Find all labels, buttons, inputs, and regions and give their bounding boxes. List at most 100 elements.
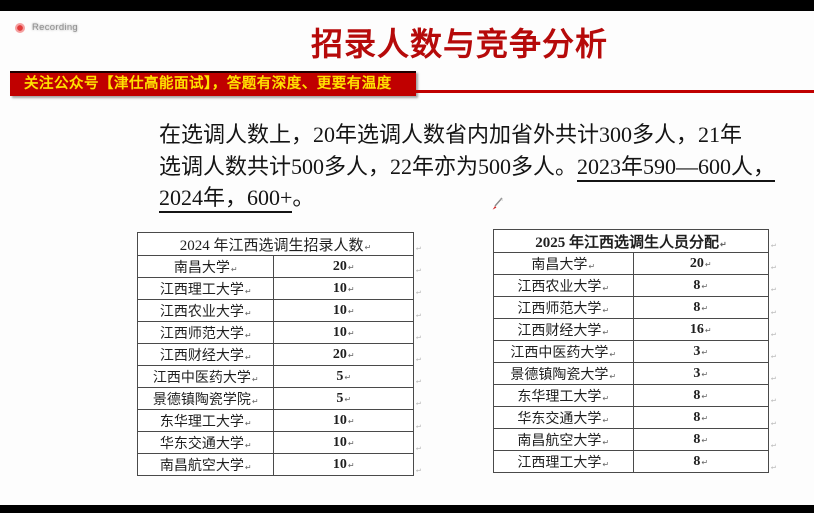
cell-value: 5↵ xyxy=(273,365,414,388)
paragraph-mark: ↵ xyxy=(701,281,709,291)
table-row: 南昌航空大学↵ 10↵ xyxy=(136,453,414,476)
paragraph-line-2: 选调人数共计500多人，22年亦为500多人。2023年590—600人， xyxy=(159,151,776,183)
cell-value: 10↵ xyxy=(273,453,414,476)
row-end-mark: ↵ xyxy=(416,331,421,341)
row-end-mark: ↵ xyxy=(416,265,421,275)
table-header-row: 2024 年江西选调生招录人数↵ xyxy=(137,232,414,256)
paragraph-mark: ↵ xyxy=(251,396,259,406)
cell-value: 10↵ xyxy=(273,431,414,454)
paragraph-mark: ↵ xyxy=(720,239,727,249)
paragraph-mark: ↵ xyxy=(602,437,610,447)
table-2025-allocation: 2025 年江西选调生人员分配↵ 南昌大学↵ 20↵ 江西农业大学↵ 8↵ 江西师范大学… xyxy=(493,229,769,473)
cell-name: 华东交通大学↵ xyxy=(493,406,634,429)
row-end-mark: ↵ xyxy=(771,240,776,249)
table-title: 2025 年江西选调生人员分配↵ xyxy=(493,229,769,253)
paragraph-mark: ↵ xyxy=(230,264,238,274)
row-end-marks: ↵ ↵ ↵ ↵ ↵ ↵ ↵ ↵ ↵ ↵ ↵ xyxy=(416,237,426,481)
table-row: 江西农业大学↵ 10↵ xyxy=(136,299,414,322)
table-row: 东华理工大学↵ 10↵ xyxy=(136,409,414,432)
cell-name: 江西中医药大学↵ xyxy=(136,365,275,388)
row-end-mark: ↵ xyxy=(416,398,421,408)
paragraph-line-3: 2024年，600+。 xyxy=(159,182,775,214)
row-end-mark: ↵ xyxy=(771,373,776,383)
cell-value: 8↵ xyxy=(632,274,769,297)
row-end-mark: ↵ xyxy=(771,417,776,427)
cell-value: 8↵ xyxy=(632,428,769,451)
cell-name: 江西理工大学↵ xyxy=(136,277,275,300)
table-row: 江西财经大学↵ 16↵ xyxy=(493,318,769,341)
table-row: 南昌大学↵ 20↵ xyxy=(136,255,414,278)
paragraph-mark: ↵ xyxy=(704,325,712,335)
top-letterbox-bar xyxy=(0,0,814,11)
cell-value: 3↵ xyxy=(632,340,769,363)
paragraph-mark: ↵ xyxy=(701,303,709,313)
row-end-mark: ↵ xyxy=(771,462,776,472)
cell-value: 10↵ xyxy=(273,321,414,344)
paragraph-mark: ↵ xyxy=(347,328,355,338)
table-row: 江西理工大学↵ 10↵ xyxy=(136,277,414,300)
paragraph-mark: ↵ xyxy=(602,283,610,293)
cell-name: 景德镇陶瓷学院↵ xyxy=(136,387,275,410)
paragraph-mark: ↵ xyxy=(602,305,610,315)
paragraph-mark: ↵ xyxy=(344,372,352,382)
promo-banner: 关注公众号【津仕高能面试】，答题有深度、更要有温度 xyxy=(10,71,416,96)
row-end-mark: ↵ xyxy=(416,465,421,475)
row-end-mark: ↵ xyxy=(416,309,421,319)
cell-value: 20↵ xyxy=(632,252,769,275)
paragraph-mark: ↵ xyxy=(244,286,252,296)
paragraph-mark: ↵ xyxy=(701,413,709,423)
cell-value: 8↵ xyxy=(632,296,769,319)
table-row: 江西师范大学↵ 8↵ xyxy=(493,296,769,319)
table-header-row: 2025 年江西选调生人员分配↵ xyxy=(493,229,769,253)
row-end-mark: ↵ xyxy=(771,351,776,361)
cell-name: 江西师范大学↵ xyxy=(136,321,275,344)
table-title: 2024 年江西选调生招录人数↵ xyxy=(137,232,414,256)
row-end-marks: ↵ ↵ ↵ ↵ ↵ ↵ ↵ ↵ ↵ ↵ ↵ xyxy=(771,234,781,478)
cell-name: 江西中医药大学↵ xyxy=(493,340,634,363)
cell-name: 江西理工大学↵ xyxy=(493,450,634,473)
paragraph-mark: ↵ xyxy=(602,327,610,337)
paragraph-mark: ↵ xyxy=(588,261,596,271)
paragraph-mark: ↵ xyxy=(609,349,617,359)
table-row: 东华理工大学↵ 8↵ xyxy=(493,384,769,407)
table-row: 南昌大学↵ 20↵ xyxy=(493,252,769,275)
paragraph-mark: ↵ xyxy=(244,308,252,318)
paragraph-mark: ↵ xyxy=(701,435,709,445)
cell-name: 江西农业大学↵ xyxy=(493,274,634,297)
row-end-mark: ↵ xyxy=(416,420,421,430)
table-row: 江西农业大学↵ 8↵ xyxy=(493,274,769,297)
table-row: 景德镇陶瓷学院↵ 5↵ xyxy=(136,387,414,410)
paragraph-mark: ↵ xyxy=(347,262,355,272)
paragraph-mark: ↵ xyxy=(704,259,712,269)
cell-value: 10↵ xyxy=(273,277,414,300)
paragraph-mark: ↵ xyxy=(602,393,610,403)
body-paragraph: 在选调人数上，20年选调人数省内加省外共计300多人，21年 选调人数共计500… xyxy=(159,119,776,214)
pen-cursor-icon xyxy=(492,197,503,210)
table-row: 江西理工大学↵ 8↵ xyxy=(493,450,769,473)
paragraph-mark: ↵ xyxy=(602,459,610,469)
underlined-text: 2023年590—600人， xyxy=(577,153,776,182)
recording-dot-icon xyxy=(15,22,25,33)
paragraph-mark: ↵ xyxy=(347,284,355,294)
table-row: 江西中医药大学↵ 5↵ xyxy=(136,365,414,388)
paragraph-mark: ↵ xyxy=(244,418,252,428)
cell-name: 南昌航空大学↵ xyxy=(136,453,275,476)
recording-indicator: Recording xyxy=(15,22,78,33)
table-row: 江西中医药大学↵ 3↵ xyxy=(493,340,769,363)
paragraph-mark: ↵ xyxy=(364,242,372,252)
promo-banner-text: 关注公众号【津仕高能面试】，答题有深度、更要有温度 xyxy=(24,76,392,92)
cell-value: 20↵ xyxy=(273,343,414,366)
table-row: 华东交通大学↵ 8↵ xyxy=(493,406,769,429)
cell-name: 景德镇陶瓷大学↵ xyxy=(493,362,634,385)
recording-label: Recording xyxy=(32,22,79,33)
paragraph-mark: ↵ xyxy=(701,457,709,467)
cell-name: 南昌航空大学↵ xyxy=(493,428,634,451)
table-2024-recruitment: 2024 年江西选调生招录人数↵ 南昌大学↵ 20↵ 江西理工大学↵ 10↵ 江西农业大… xyxy=(136,232,414,476)
row-end-mark: ↵ xyxy=(416,243,421,252)
paragraph-line-1: 在选调人数上，20年选调人数省内加省外共计300多人，21年 xyxy=(159,122,743,147)
paragraph-mark: ↵ xyxy=(347,460,355,470)
cell-name: 华东交通大学↵ xyxy=(136,431,275,454)
underlined-text: 2024年，600+ xyxy=(159,185,293,213)
paragraph-mark: ↵ xyxy=(344,394,352,404)
